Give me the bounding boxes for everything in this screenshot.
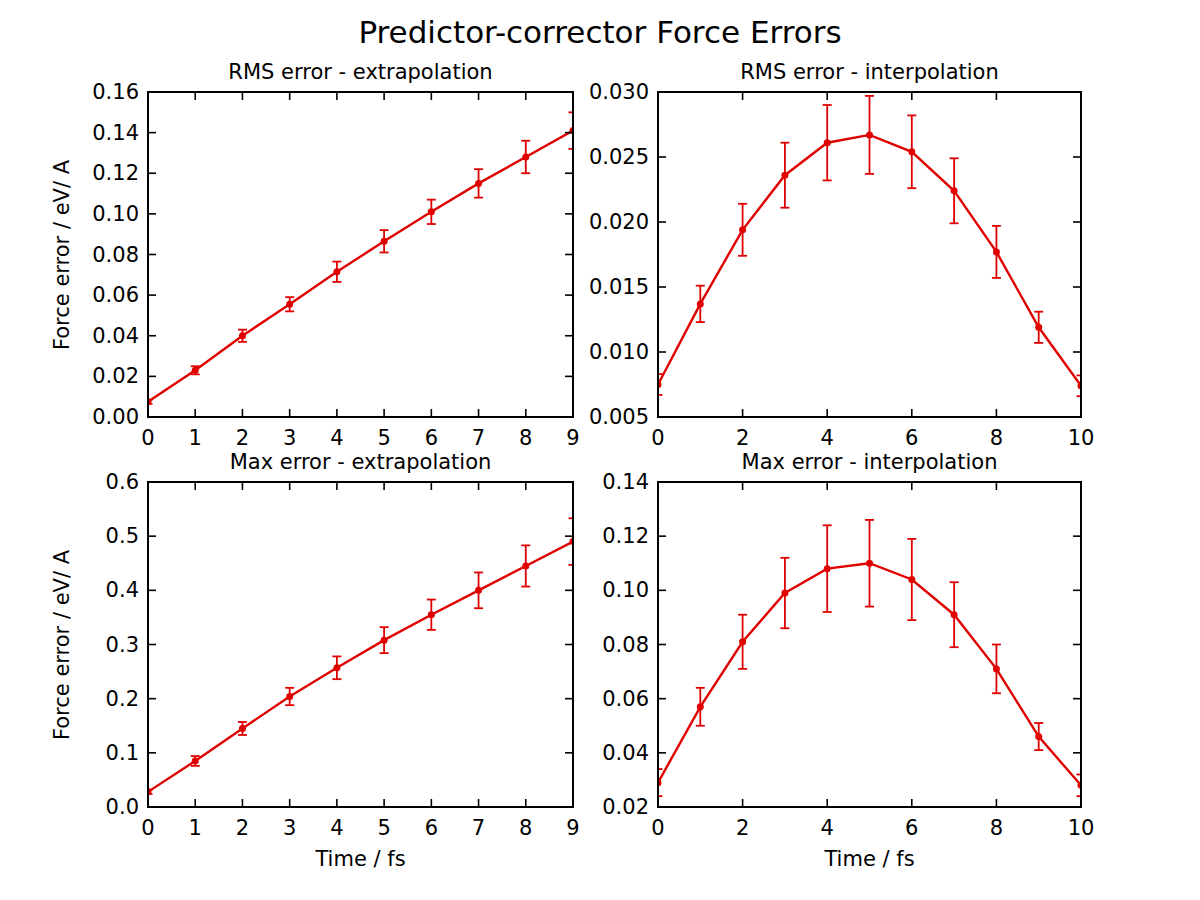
figure-canvas: Predictor-corrector Force Errors RMS err… [0, 0, 1200, 900]
y-tick-label: 0.12 [602, 524, 649, 548]
y-tick-label: 0.06 [602, 687, 649, 711]
data-point [781, 590, 788, 597]
x-tick-label: 10 [1068, 816, 1095, 840]
data-point [739, 638, 746, 645]
y-tick-label: 0.04 [602, 741, 649, 765]
data-point [951, 611, 958, 618]
x-tick-label: 8 [990, 816, 1003, 840]
y-tick-label: 0.14 [602, 470, 649, 494]
y-tick-label: 0.10 [602, 578, 649, 602]
subplot-max-interpolation: 0 2 4 6 8 10 0.02 0.04 0.06 0.08 0.10 0.12 0.14 [0, 0, 1200, 900]
data-point [908, 576, 915, 583]
x-tick-label: 2 [736, 816, 749, 840]
data-series [654, 520, 1086, 796]
x-tick-label: 0 [651, 816, 664, 840]
y-tick-label: 0.02 [602, 795, 649, 819]
data-point [1035, 733, 1042, 740]
data-point [697, 703, 704, 710]
y-tick-label: 0.08 [602, 633, 649, 657]
data-point [824, 565, 831, 572]
x-tick-label: 6 [905, 816, 918, 840]
data-point [866, 560, 873, 567]
x-tick-label: 4 [821, 816, 834, 840]
data-point [993, 665, 1000, 672]
